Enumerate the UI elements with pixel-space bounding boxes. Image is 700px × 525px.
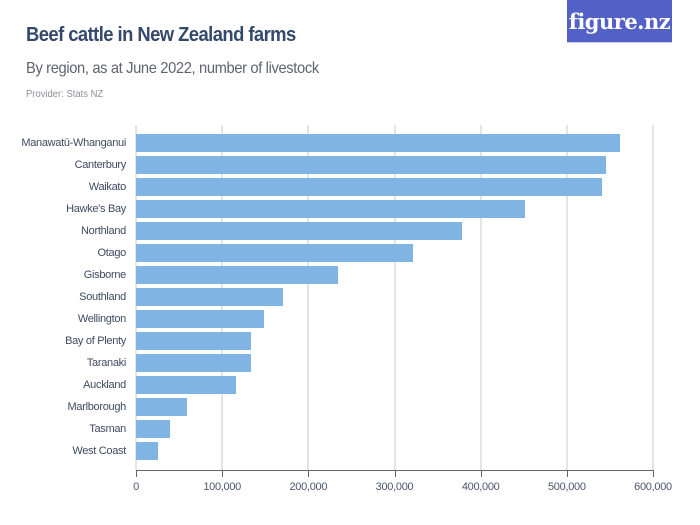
x-tick [136, 470, 137, 477]
x-tick [566, 470, 568, 477]
category-label: Bay of Plenty [65, 335, 126, 347]
x-tick-label: 200,000 [289, 481, 328, 493]
bar[interactable] [136, 398, 187, 416]
chart-subtitle: By region, as at June 2022, number of li… [26, 60, 319, 77]
bar[interactable] [136, 222, 462, 240]
chart-title: Beef cattle in New Zealand farms [26, 24, 296, 46]
category-label: Canterbury [74, 159, 127, 171]
x-tick-label: 500,000 [547, 481, 586, 493]
gridline [307, 125, 310, 470]
x-tick [480, 470, 482, 477]
bar[interactable] [136, 288, 284, 306]
category-label: Hawke's Bay [66, 203, 126, 215]
category-label: Otago [97, 247, 127, 259]
category-label: Wellington [77, 313, 126, 325]
category-label: Auckland [83, 379, 126, 391]
x-tick [394, 470, 396, 477]
category-label: Northland [81, 225, 126, 237]
bar[interactable] [136, 200, 526, 218]
category-label: Waikato [88, 181, 127, 193]
bar[interactable] [136, 420, 170, 438]
bar[interactable] [136, 442, 159, 460]
category-label: Taranaki [86, 357, 126, 369]
category-label: Manawatū-Whanganui [21, 137, 126, 149]
bar[interactable] [136, 244, 414, 262]
gridline [479, 125, 482, 470]
provider-label: Provider: Stats NZ [26, 88, 104, 100]
bar[interactable] [136, 354, 251, 372]
category-label: Southland [79, 291, 126, 303]
gridline [652, 125, 654, 470]
bar[interactable] [136, 266, 338, 284]
category-label: Marlborough [67, 401, 127, 413]
bar[interactable] [136, 134, 621, 152]
x-tick-label: 400,000 [461, 481, 500, 493]
x-tick-label: 600,000 [634, 481, 672, 493]
logo-divider [567, 42, 672, 43]
x-tick [222, 470, 224, 477]
x-tick-label: 0 [133, 481, 139, 493]
category-label: Tasman [89, 423, 126, 435]
figure-nz-logo[interactable]: figure.nz [567, 0, 672, 42]
logo-text: figure.nz [568, 8, 671, 34]
bar[interactable] [136, 310, 265, 328]
bar[interactable] [136, 332, 251, 350]
x-tick [653, 470, 654, 477]
x-tick [308, 470, 310, 477]
bar[interactable] [136, 178, 603, 196]
x-tick-label: 300,000 [375, 481, 414, 493]
plot-area [135, 125, 654, 470]
x-tick-label: 100,000 [203, 481, 241, 493]
bar[interactable] [136, 156, 607, 174]
gridline [393, 125, 396, 470]
bar[interactable] [136, 376, 236, 394]
category-label: Gisborne [83, 269, 127, 281]
category-label: West Coast [72, 445, 126, 457]
gridline [565, 125, 568, 470]
